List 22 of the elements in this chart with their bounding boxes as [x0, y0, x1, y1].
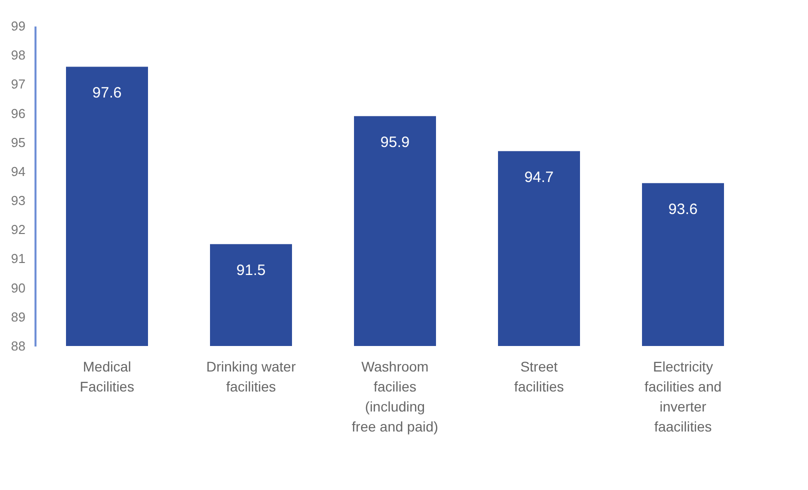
data-label: 93.6: [668, 201, 698, 218]
y-tick-label: 94: [11, 164, 26, 179]
y-tick-label: 92: [11, 222, 26, 238]
y-tick-label: 95: [11, 134, 26, 150]
y-tick-label: 89: [11, 309, 26, 324]
y-tick-label: 93: [11, 193, 26, 208]
x-tick-label: Medical Facilities: [80, 358, 134, 394]
x-tick-label: Electricity facilities and inverter faacilities: [644, 358, 722, 434]
x-tick-label: Street facilities: [514, 358, 564, 394]
y-tick-label: 90: [11, 280, 26, 296]
data-label: 91.5: [236, 262, 266, 280]
data-label: 94.7: [524, 169, 554, 186]
x-tick-label: Drinking water facilities: [206, 358, 296, 394]
y-tick-label: 98: [11, 48, 26, 63]
y-tick-label: 96: [11, 106, 26, 121]
data-label: 97.6: [92, 84, 122, 102]
data-label: 95.9: [380, 134, 410, 152]
y-tick-label: 97: [11, 76, 26, 92]
y-tick-label: 88: [11, 338, 26, 354]
x-tick-label: Washroom facilies (including free and paid): [352, 358, 438, 434]
y-tick-label: 99: [11, 18, 26, 34]
y-tick-label: 91: [11, 251, 26, 266]
